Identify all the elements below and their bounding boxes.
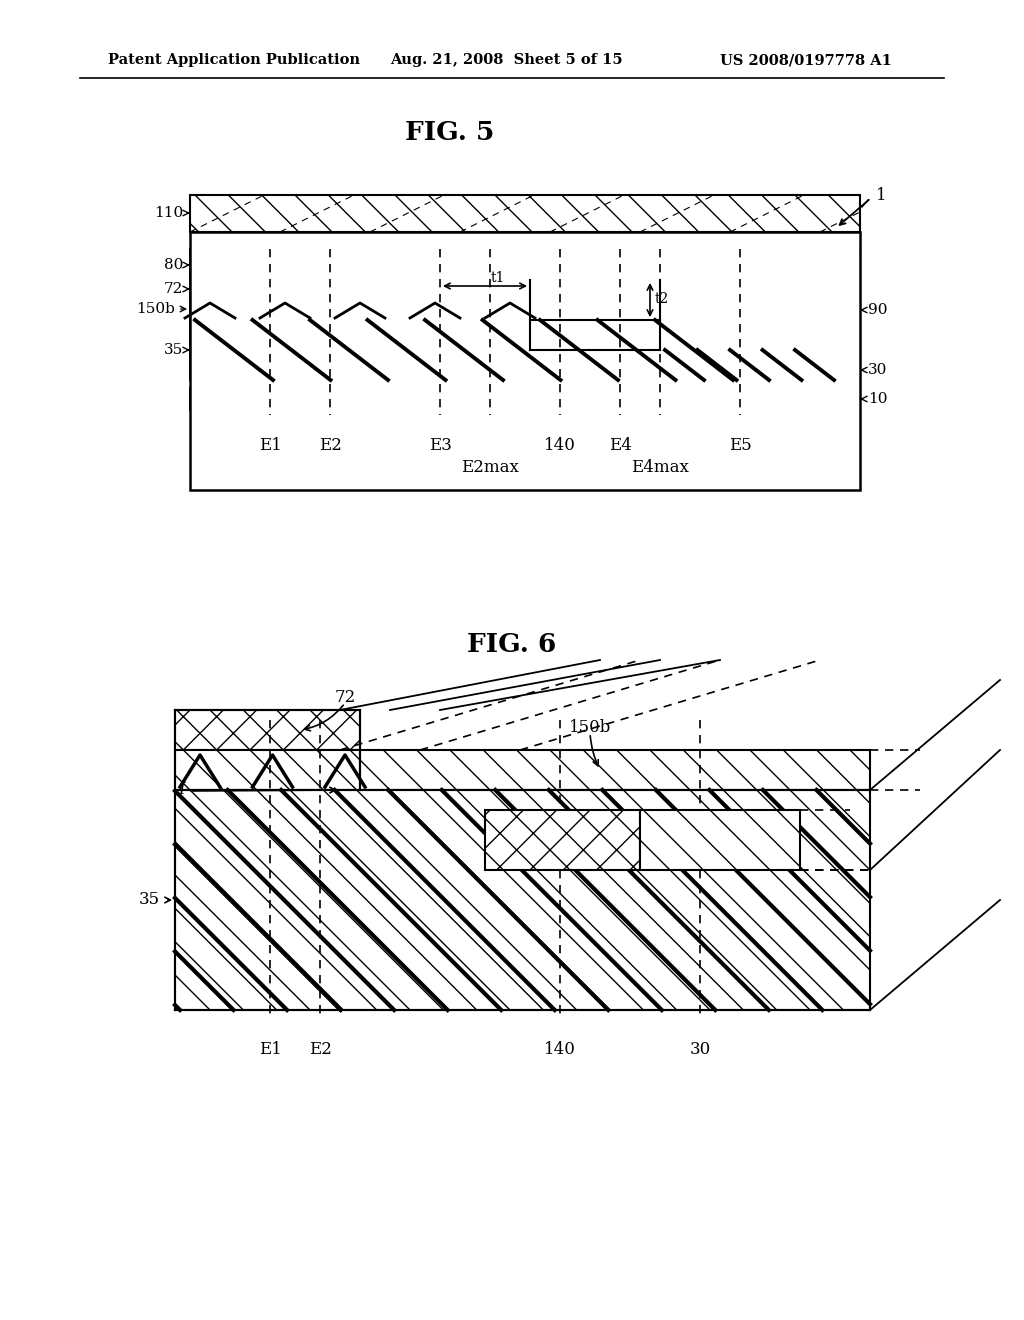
Text: 35: 35 bbox=[164, 343, 183, 356]
Bar bbox=[190, 249, 795, 280]
Text: 140: 140 bbox=[544, 437, 575, 454]
Text: t1: t1 bbox=[490, 271, 505, 285]
Bar bbox=[190, 388, 860, 411]
Bar bbox=[190, 232, 860, 490]
Text: 30: 30 bbox=[868, 363, 888, 378]
Bar bbox=[190, 298, 530, 319]
Text: Patent Application Publication: Patent Application Publication bbox=[108, 53, 360, 67]
Bar bbox=[795, 249, 860, 380]
Bar bbox=[640, 810, 800, 870]
Bar bbox=[530, 280, 660, 319]
Text: 10: 10 bbox=[868, 392, 888, 407]
Text: 1: 1 bbox=[876, 187, 887, 205]
Text: 72: 72 bbox=[164, 282, 183, 296]
Text: 150b: 150b bbox=[568, 718, 611, 735]
Text: E2: E2 bbox=[318, 437, 341, 454]
Text: FIG. 6: FIG. 6 bbox=[467, 632, 557, 657]
Text: 80: 80 bbox=[164, 257, 183, 272]
Text: US 2008/0197778 A1: US 2008/0197778 A1 bbox=[720, 53, 892, 67]
Text: Aug. 21, 2008  Sheet 5 of 15: Aug. 21, 2008 Sheet 5 of 15 bbox=[390, 53, 623, 67]
Text: E3: E3 bbox=[429, 437, 452, 454]
Bar bbox=[175, 789, 870, 1010]
Text: 140: 140 bbox=[544, 1041, 575, 1059]
Text: E1: E1 bbox=[259, 1041, 282, 1059]
Text: I: I bbox=[178, 781, 185, 799]
Text: E2max: E2max bbox=[461, 458, 519, 475]
Bar bbox=[190, 319, 660, 380]
Bar bbox=[360, 750, 870, 789]
Bar bbox=[530, 319, 660, 350]
Text: 110: 110 bbox=[154, 206, 183, 220]
Text: FIG. 5: FIG. 5 bbox=[406, 120, 495, 145]
Text: t2: t2 bbox=[655, 292, 670, 306]
Text: 35: 35 bbox=[139, 891, 160, 908]
Text: 72: 72 bbox=[335, 689, 355, 705]
Bar bbox=[190, 195, 860, 232]
Text: E4max: E4max bbox=[631, 458, 689, 475]
Bar bbox=[190, 280, 530, 298]
Text: E5: E5 bbox=[729, 437, 752, 454]
Bar bbox=[660, 350, 795, 380]
Bar bbox=[175, 710, 360, 750]
Bar bbox=[175, 750, 360, 789]
Bar bbox=[485, 810, 640, 870]
Text: 30: 30 bbox=[689, 1041, 711, 1059]
Text: E1: E1 bbox=[259, 437, 282, 454]
Text: E4: E4 bbox=[608, 437, 632, 454]
Text: E2: E2 bbox=[308, 1041, 332, 1059]
Text: 150b: 150b bbox=[136, 302, 175, 315]
Text: 90: 90 bbox=[868, 304, 888, 317]
